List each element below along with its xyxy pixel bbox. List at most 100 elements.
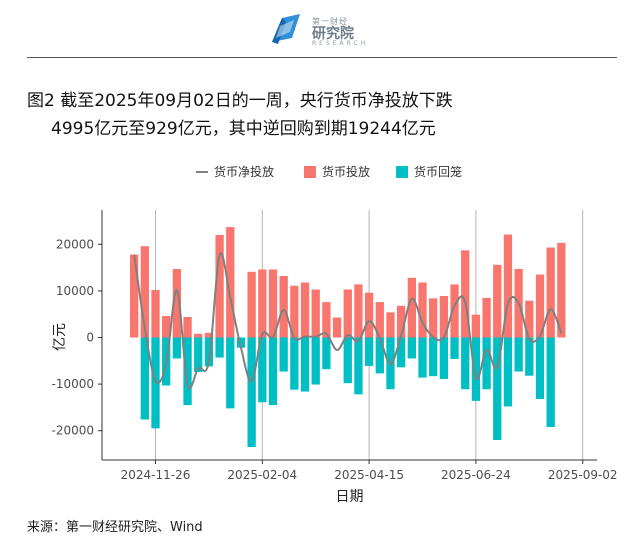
injection-bar xyxy=(268,269,278,338)
x-tick-label: 2025-04-15 xyxy=(334,468,404,482)
injection-bar xyxy=(332,317,342,338)
injection-bar xyxy=(194,333,203,338)
legend-label-withdrawal: 货币回笼 xyxy=(414,164,462,179)
injection-bar xyxy=(140,246,149,338)
injection-bar xyxy=(439,296,449,338)
injection-bar xyxy=(279,275,288,338)
logo-en-text: RESEARCH xyxy=(312,40,369,47)
injection-bar xyxy=(386,312,395,338)
withdrawal-bar xyxy=(493,337,502,441)
injection-bar xyxy=(215,234,224,338)
logo: 第一财经 研究院 RESEARCH xyxy=(268,8,378,50)
injection-bar xyxy=(151,289,160,338)
injection-bar xyxy=(290,285,299,338)
injection-bar xyxy=(407,277,416,338)
injection-bar xyxy=(130,254,139,338)
legend-label-net: 货币净投放 xyxy=(214,164,274,179)
withdrawal-bar xyxy=(375,337,384,374)
injection-bar xyxy=(429,298,438,338)
x-tick-label: 2024-11-26 xyxy=(121,468,191,482)
withdrawal-bar xyxy=(450,337,459,359)
injection-bar xyxy=(162,316,171,338)
injection-bar xyxy=(375,302,384,338)
withdrawal-bar xyxy=(258,337,267,403)
bars xyxy=(130,227,566,448)
injection-bar xyxy=(546,247,555,338)
injection-bar xyxy=(471,314,481,338)
withdrawal-bar xyxy=(407,337,416,359)
withdrawal-bar xyxy=(354,337,363,395)
y-tick-label: -20000 xyxy=(51,424,94,438)
net-line-group xyxy=(133,252,563,390)
withdrawal-bar xyxy=(268,337,278,406)
withdrawal-bar xyxy=(183,337,192,406)
injection-bar xyxy=(204,332,214,338)
x-tick-label: 2025-06-24 xyxy=(441,468,511,482)
withdrawal-bar xyxy=(172,337,182,359)
withdrawal-bar xyxy=(503,337,513,407)
withdrawal-bar xyxy=(525,337,534,376)
withdrawal-bar xyxy=(546,337,555,427)
injection-bar xyxy=(461,250,470,338)
x-tick-label: 2025-09-02 xyxy=(548,468,618,482)
injection-bar xyxy=(226,227,235,338)
injection-bar xyxy=(258,269,267,338)
withdrawal-bar xyxy=(247,337,256,448)
injection-bar xyxy=(354,284,363,338)
legend-key-withdrawal xyxy=(396,166,408,178)
withdrawal-bar xyxy=(397,337,406,368)
withdrawal-bar xyxy=(482,337,491,390)
injection-bar xyxy=(172,268,182,338)
injection-bar xyxy=(557,242,566,338)
injection-bar xyxy=(482,297,491,338)
withdrawal-bar xyxy=(279,337,288,372)
injection-bar xyxy=(397,305,406,338)
logo-big-text: 研究院 xyxy=(312,26,354,42)
withdrawal-bar xyxy=(215,337,224,358)
withdrawal-bar xyxy=(236,337,246,348)
injection-bar xyxy=(343,289,352,338)
withdrawal-bar xyxy=(204,337,214,367)
withdrawal-bar xyxy=(322,337,331,370)
withdrawal-bar xyxy=(429,337,438,377)
withdrawal-bar xyxy=(471,337,481,401)
axes: -20000 -10000 0 10000 20000 2024-11-26 2025-02… xyxy=(51,210,618,505)
y-tick-label: 0 xyxy=(86,331,94,345)
source-note: 来源：第一财经研究院、Wind xyxy=(27,520,203,535)
withdrawal-bar xyxy=(418,337,427,378)
y-tick-label: 10000 xyxy=(56,284,94,298)
injection-bar xyxy=(525,300,534,338)
withdrawal-bar xyxy=(300,337,310,392)
injection-bar xyxy=(183,316,192,338)
x-axis-title: 日期 xyxy=(336,489,364,505)
withdrawal-bar xyxy=(461,337,470,390)
injection-bar xyxy=(418,282,427,338)
chart-title-line1: 图2 截至2025年09月02日的一周，央行货币净投放下跌 xyxy=(27,91,453,111)
y-tick-label: -10000 xyxy=(51,377,94,391)
injection-bar xyxy=(364,292,374,338)
withdrawal-bar xyxy=(514,337,523,372)
withdrawal-bar xyxy=(311,337,320,385)
logo-mark-icon xyxy=(272,14,300,44)
withdrawal-bar xyxy=(364,337,374,366)
withdrawal-bar xyxy=(290,337,299,390)
injection-bar xyxy=(450,284,459,338)
withdrawal-bar xyxy=(151,337,160,429)
withdrawal-bar xyxy=(535,337,545,400)
injection-bar xyxy=(247,271,256,338)
injection-bar xyxy=(503,234,513,338)
legend-label-injection: 货币投放 xyxy=(322,164,370,179)
header-divider xyxy=(27,57,617,58)
logo-small-text: 第一财经 xyxy=(312,17,348,26)
withdrawal-bar xyxy=(140,337,149,420)
legend-key-injection xyxy=(304,166,316,178)
withdrawal-bar xyxy=(194,337,203,372)
chart-title-line2: 4995亿元至929亿元，其中逆回购到期19244亿元 xyxy=(51,119,436,139)
injection-bar xyxy=(493,264,502,338)
x-tick-label: 2025-02-04 xyxy=(227,468,297,482)
injection-bar xyxy=(535,274,545,338)
withdrawal-bar xyxy=(343,337,352,384)
injection-bar xyxy=(311,289,320,338)
net-injection-line xyxy=(133,252,563,390)
